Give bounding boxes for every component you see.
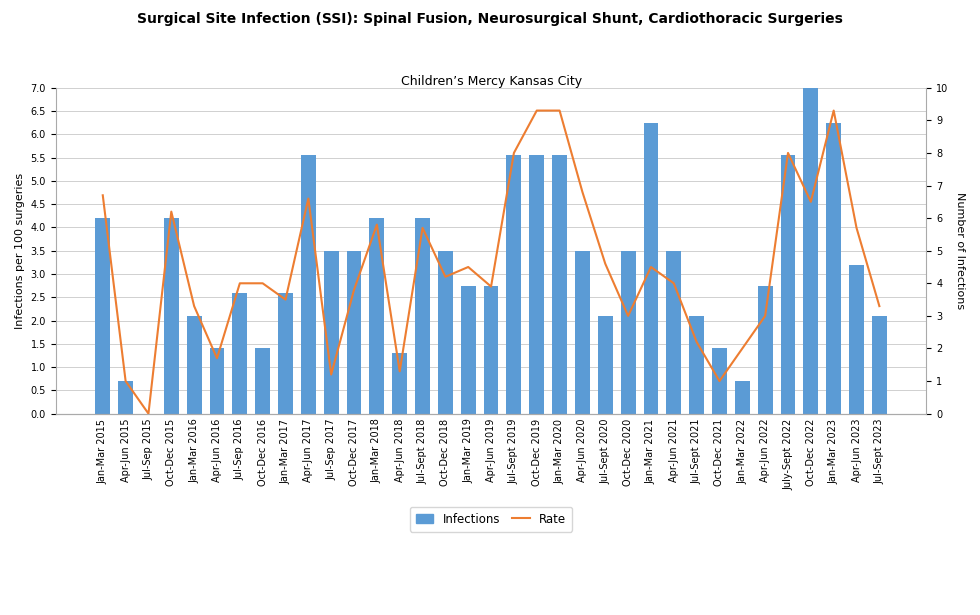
Bar (666, 251, 681, 414)
Bar (438, 251, 453, 414)
Bar (872, 316, 887, 414)
Bar (119, 381, 133, 414)
Bar (804, 88, 818, 414)
Text: Surgical Site Infection (SSI): Spinal Fusion, Neurosurgical Shunt, Cardiothoraci: Surgical Site Infection (SSI): Spinal Fu… (137, 12, 843, 26)
Bar (735, 381, 750, 414)
Bar (598, 316, 612, 414)
Bar (689, 316, 704, 414)
Bar (187, 316, 202, 414)
Bar (758, 285, 772, 414)
Bar (552, 155, 567, 414)
Bar (301, 155, 316, 414)
Bar (575, 251, 590, 414)
Y-axis label: Number of Infections: Number of Infections (955, 192, 965, 309)
Bar (164, 218, 178, 414)
Bar (232, 293, 247, 414)
Bar (347, 251, 362, 414)
Bar (712, 349, 727, 414)
Bar (255, 349, 270, 414)
Legend: Infections, Rate: Infections, Rate (410, 507, 572, 531)
Bar (392, 353, 407, 414)
Bar (620, 251, 636, 414)
Title: Children’s Mercy Kansas City: Children’s Mercy Kansas City (401, 75, 582, 88)
Bar (484, 285, 499, 414)
Bar (278, 293, 293, 414)
Y-axis label: Infections per 100 surgeries: Infections per 100 surgeries (15, 173, 25, 329)
Bar (369, 218, 384, 414)
Bar (416, 218, 430, 414)
Bar (323, 251, 339, 414)
Bar (644, 122, 659, 414)
Bar (210, 349, 224, 414)
Bar (95, 218, 110, 414)
Bar (826, 122, 841, 414)
Bar (461, 285, 475, 414)
Bar (507, 155, 521, 414)
Bar (849, 264, 864, 414)
Bar (529, 155, 544, 414)
Bar (781, 155, 796, 414)
